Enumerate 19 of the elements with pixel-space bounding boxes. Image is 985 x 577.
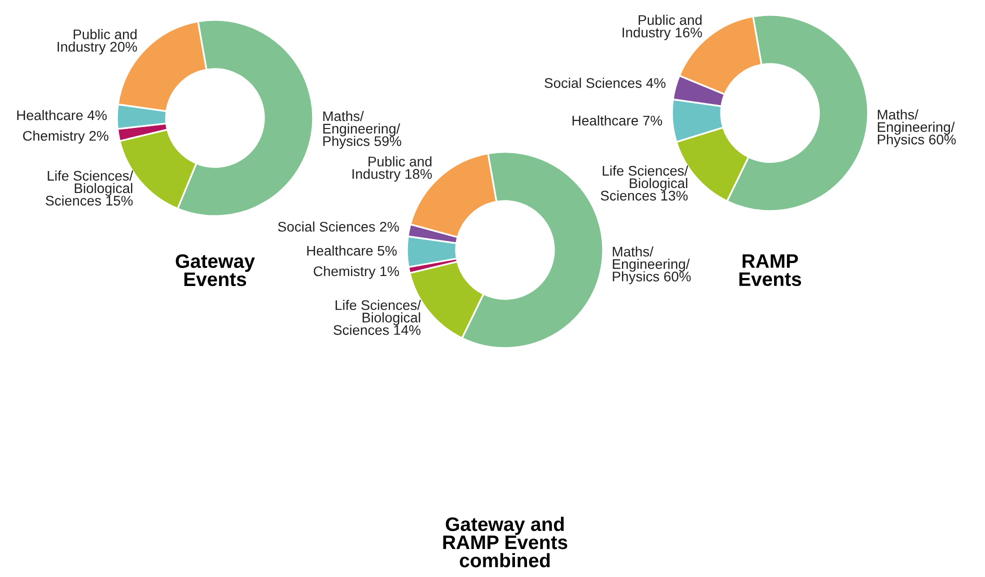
slice-label: Public and Industry 20% <box>58 29 137 54</box>
slice-label: Public and Industry 18% <box>352 156 432 182</box>
slice-label: Social Sciences 2% <box>278 221 399 232</box>
slice-label: Life Sciences/ Biological Sciences 14% <box>334 300 421 335</box>
slice-label: Social Sciences 4% <box>544 78 666 88</box>
text: Gateway and RAMP Events combined <box>443 516 568 568</box>
slice-label: Chemistry 2% <box>23 130 108 144</box>
text: RAMP Events <box>739 254 802 286</box>
text: Gateway Events <box>176 254 255 286</box>
slice-label: Maths/ Engineering/ Physics 60% <box>878 109 956 148</box>
slice-label: Maths/ Engineering/ Physics 59% <box>323 110 402 149</box>
slice-label: Public and Industry 16% <box>622 14 702 40</box>
slice-label: Life Sciences/ Biological Sciences 13% <box>600 166 688 201</box>
slice-label: Healthcare 5% <box>307 245 397 256</box>
slice-label: Maths/ Engineering/ Physics 60% <box>612 246 691 284</box>
slice-label: Life Sciences/ Biological Sciences 15% <box>46 170 134 206</box>
slice-label: Healthcare 4% <box>17 110 107 120</box>
slice-label: Healthcare 7% <box>572 115 662 126</box>
slice-label: Chemistry 1% <box>314 266 399 279</box>
